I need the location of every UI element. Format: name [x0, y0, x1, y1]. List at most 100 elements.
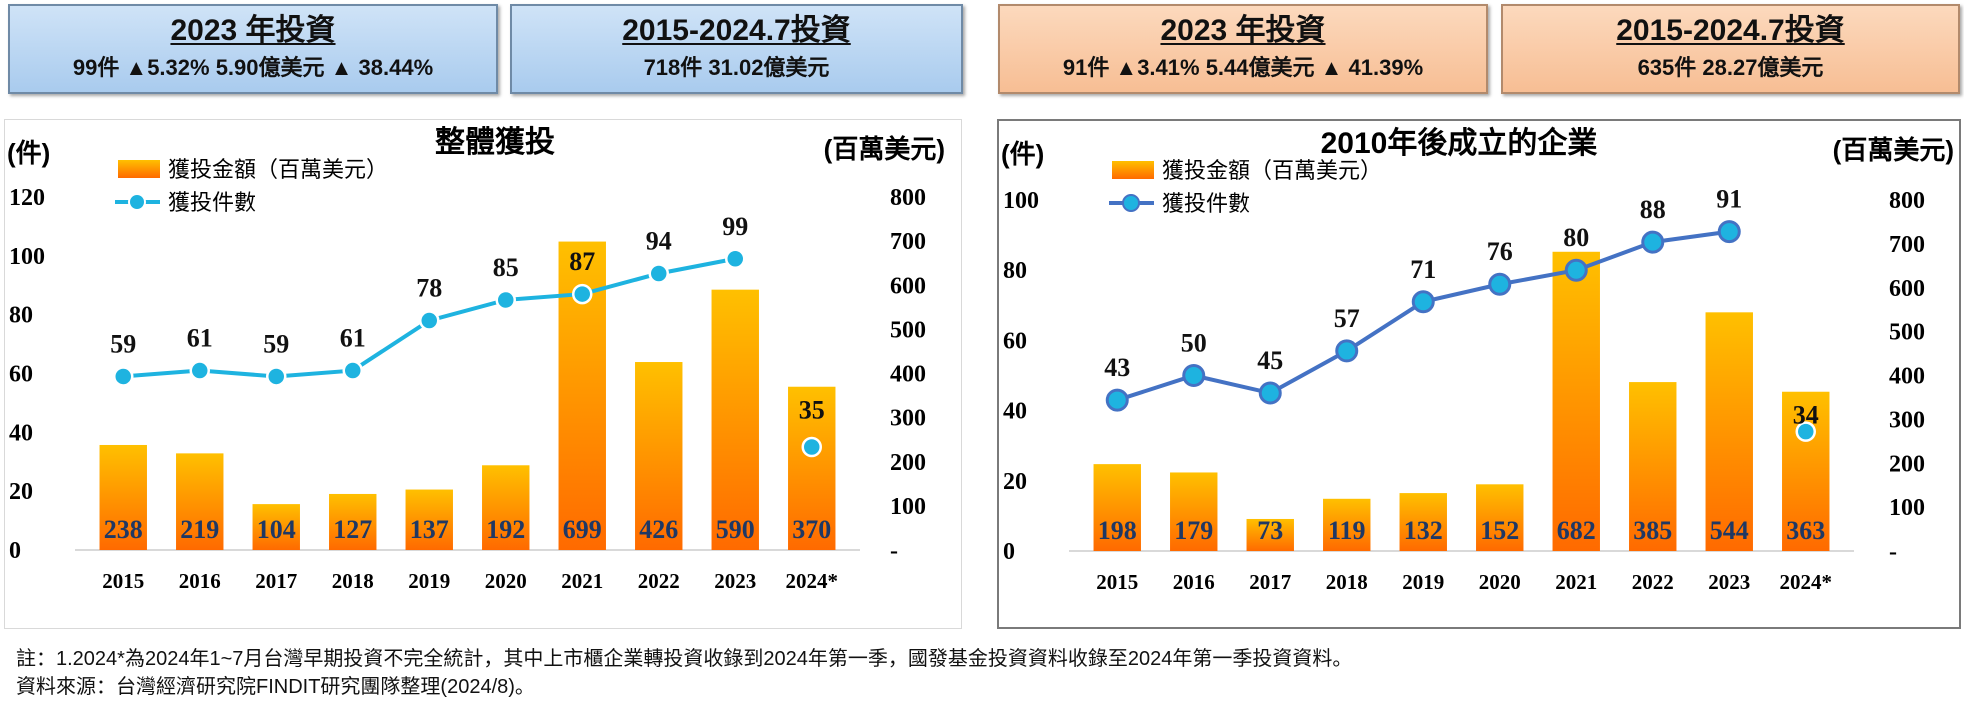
count-point	[113, 366, 134, 387]
bar-value-label: 682	[1557, 516, 1596, 545]
bar	[176, 453, 224, 550]
count-point	[1564, 258, 1588, 282]
legend-bar-swatch	[118, 160, 160, 178]
left-tick-label: 60	[1003, 328, 1027, 354]
bar	[405, 489, 453, 550]
bar	[1399, 493, 1447, 551]
chart-panel-overall: 整體獲投 (件) (百萬美元) 獲投金額（百萬美元） 獲投件數 0 20 40 60 80 100 1…	[4, 119, 962, 629]
count-point	[266, 366, 287, 387]
summary-title: 2023 年投資	[1160, 14, 1326, 47]
bar	[1629, 382, 1677, 551]
summary-box-post2010-2023: 2023 年投資 91件 ▲3.41% 5.44億美元 ▲ 41.39%	[998, 4, 1488, 94]
bar-value-label: 104	[257, 515, 296, 544]
bar-value-label: 179	[1174, 516, 1213, 545]
right-tick-label: 400	[1889, 364, 1925, 390]
count-point	[1488, 272, 1512, 296]
count-point	[1641, 230, 1665, 254]
right-tick-label: 100	[890, 494, 926, 520]
bar-value-label: 137	[410, 515, 449, 544]
count-point	[419, 310, 440, 331]
count-point	[189, 360, 210, 381]
x-tick-label: 2016	[1173, 570, 1215, 594]
count-label: 57	[1334, 304, 1360, 333]
bar	[329, 493, 377, 550]
right-tick-label: 100	[1889, 495, 1925, 521]
bar	[1323, 498, 1371, 551]
count-label: 76	[1487, 237, 1513, 266]
count-label: 94	[646, 226, 672, 255]
right-tick-label: 700	[1889, 232, 1925, 258]
bar-value-label: 192	[486, 515, 525, 544]
left-tick-label: 20	[1003, 469, 1027, 495]
right-tick-label: 800	[1889, 188, 1925, 214]
count-point	[1182, 364, 1206, 387]
count-label: 59	[110, 329, 136, 358]
x-tick-label: 2023	[1708, 570, 1750, 594]
count-point	[801, 436, 822, 458]
left-axis-label: (件)	[1001, 139, 1044, 169]
x-tick-label: 2024*	[786, 569, 839, 593]
x-tick-label: 2020	[1479, 570, 1521, 594]
x-tick-label: 2016	[179, 569, 221, 593]
x-tick-label: 2021	[1555, 570, 1597, 594]
count-point	[342, 360, 363, 381]
count-label: 99	[722, 212, 748, 241]
bar	[1246, 518, 1294, 551]
bar	[1093, 464, 1141, 551]
count-point	[1717, 220, 1741, 244]
x-tick-label: 2022	[638, 569, 680, 593]
bar-value-label: 426	[639, 515, 678, 544]
summary-title: 2023 年投資	[170, 14, 336, 47]
chart-title: 整體獲投	[435, 126, 555, 159]
left-tick-label: 120	[9, 185, 45, 211]
legend-line-marker	[128, 193, 146, 211]
summary-line: 718件 31.02億美元	[643, 55, 830, 80]
count-label: 45	[1257, 346, 1283, 375]
legend-line-label: 獲投件數	[1162, 191, 1250, 216]
x-tick-label: 2017	[255, 569, 297, 593]
bar-value-label: 132	[1404, 516, 1443, 545]
bar-value-label: 370	[792, 515, 831, 544]
x-tick-label: 2015	[1096, 570, 1138, 594]
bar-value-label: 198	[1098, 516, 1137, 545]
right-tick-label: 500	[890, 317, 926, 343]
x-tick-label: 2024*	[1780, 570, 1833, 594]
bar-value-label: 699	[563, 515, 602, 544]
count-point	[572, 283, 593, 305]
bar-value-label: 152	[1480, 516, 1519, 545]
right-tick-label: 300	[1889, 407, 1925, 433]
count-label: 80	[1563, 223, 1589, 252]
bar	[1170, 472, 1218, 551]
legend-bar-label: 獲投金額（百萬美元）	[1162, 158, 1382, 183]
left-tick-label: 60	[9, 362, 33, 388]
summary-title: 2015-2024.7投資	[1616, 14, 1845, 47]
bar-value-label: 119	[1328, 516, 1366, 545]
left-tick-label: 40	[9, 420, 33, 446]
bar	[1705, 312, 1753, 551]
source-note: 資料來源：台灣經濟研究院FINDIT研究團隊整理(2024/8)。	[16, 676, 535, 698]
bar	[788, 386, 836, 550]
summary-title: 2015-2024.7投資	[622, 14, 851, 47]
count-point	[648, 263, 669, 284]
count-label: 88	[1640, 195, 1666, 224]
x-tick-label: 2023	[714, 569, 756, 593]
x-tick-label: 2021	[561, 569, 603, 593]
right-tick-label: 800	[890, 185, 926, 211]
count-point	[725, 248, 746, 270]
right-tick-label: -	[1889, 539, 1897, 565]
bar-value-label: 238	[104, 515, 143, 544]
right-tick-label: 500	[1889, 320, 1925, 346]
left-tick-label: 80	[9, 303, 33, 329]
count-label: 91	[1716, 185, 1742, 214]
bar	[1782, 391, 1830, 551]
count-label: 71	[1410, 255, 1436, 284]
right-tick-label: 600	[1889, 276, 1925, 302]
bar	[635, 362, 683, 550]
left-tick-label: 100	[1003, 188, 1039, 214]
left-tick-label: 40	[1003, 399, 1027, 425]
left-tick-label: 20	[9, 479, 33, 505]
count-label: 61	[340, 324, 366, 353]
x-tick-label: 2018	[1326, 570, 1368, 594]
count-label: 87	[569, 247, 595, 276]
right-tick-label: 600	[890, 273, 926, 299]
